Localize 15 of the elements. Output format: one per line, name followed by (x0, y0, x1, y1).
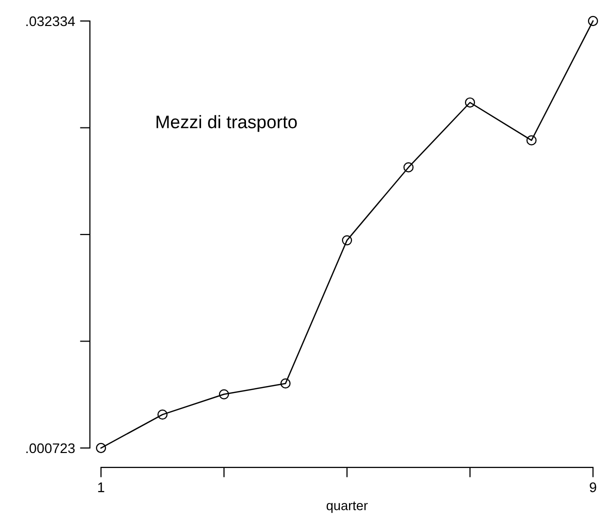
y-tick-label: .032334 (26, 16, 75, 26)
point (464, 97, 476, 108)
x-axis-title: quarter (326, 502, 368, 513)
point (218, 389, 230, 400)
point (157, 409, 168, 420)
y-tick-label: .000723 (26, 443, 75, 454)
point (342, 235, 352, 246)
point (96, 442, 106, 454)
point (403, 162, 414, 172)
point (280, 378, 291, 389)
text: Mezzi di trasporto (156, 115, 297, 132)
x-tick-label: 9 (590, 482, 596, 492)
x-tick-label: 1 (98, 482, 104, 492)
point (588, 16, 598, 26)
point (526, 135, 537, 146)
